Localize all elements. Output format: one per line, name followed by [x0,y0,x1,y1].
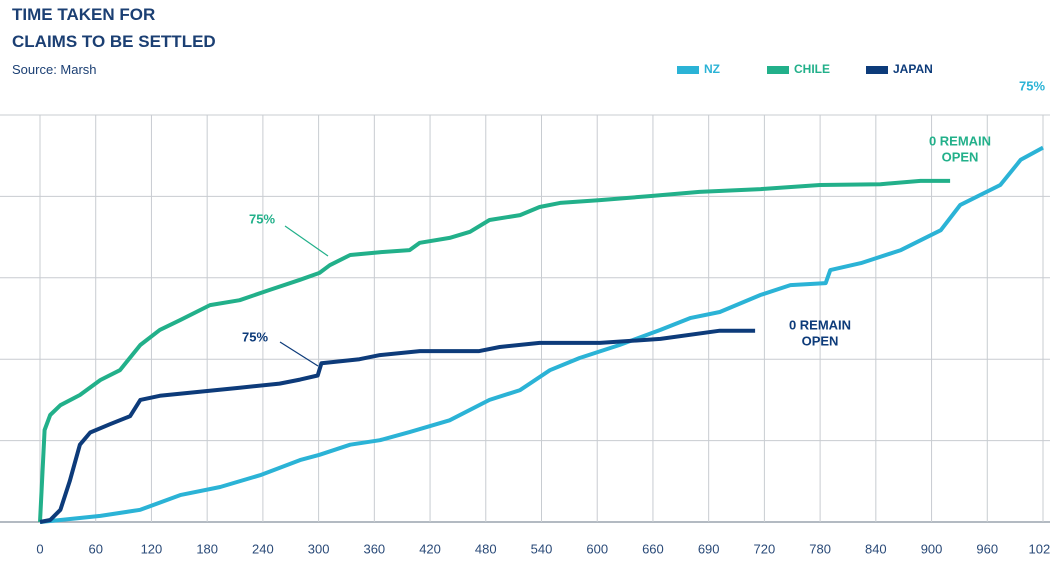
x-tick-label: 540 [531,541,553,556]
x-tick-label: 900 [921,541,943,556]
legend-label: JAPAN [893,62,933,76]
annotation-leader [284,225,329,257]
x-tick-label: 420 [419,541,441,556]
series-line [38,178,951,523]
legend-swatch [767,66,789,74]
legend-swatch [677,66,699,74]
annotation: 75% [249,211,275,226]
x-tick-label: 1020 [1029,541,1050,556]
x-tick-label: 240 [252,541,274,556]
x-tick-label: 180 [196,541,218,556]
legend-swatch [866,66,888,74]
annotation: 75% [242,329,268,344]
legend-label: NZ [704,62,720,76]
legend-label: CHILE [794,62,830,76]
x-tick-label: 0 [36,541,43,556]
x-tick-label: 360 [363,541,385,556]
x-tick-label: 600 [586,541,608,556]
x-tick-label: 480 [475,541,497,556]
x-tick-label: 120 [141,541,163,556]
annotation-leader [279,341,319,367]
chart-subtitle: Source: Marsh [12,62,97,77]
x-tick-label: 780 [809,541,831,556]
x-tick-label: 300 [308,541,330,556]
x-tick-label: 690 [698,541,720,556]
chart-title: TIME TAKEN FOR [12,5,155,24]
x-tick-label: 660 [642,541,664,556]
x-tick-label: 960 [976,541,998,556]
x-tick-label: 720 [754,541,776,556]
annotation: 75% [1019,78,1045,93]
annotation: OPEN [802,333,839,348]
series-line [39,328,756,524]
x-tick-label: 840 [865,541,887,556]
x-tick-label: 60 [88,541,102,556]
annotation: 0 REMAIN [929,133,991,148]
chart-title: CLAIMS TO BE SETTLED [12,32,216,51]
series-line [39,145,1044,524]
annotation: 0 REMAIN [789,317,851,332]
annotation: OPEN [942,149,979,164]
